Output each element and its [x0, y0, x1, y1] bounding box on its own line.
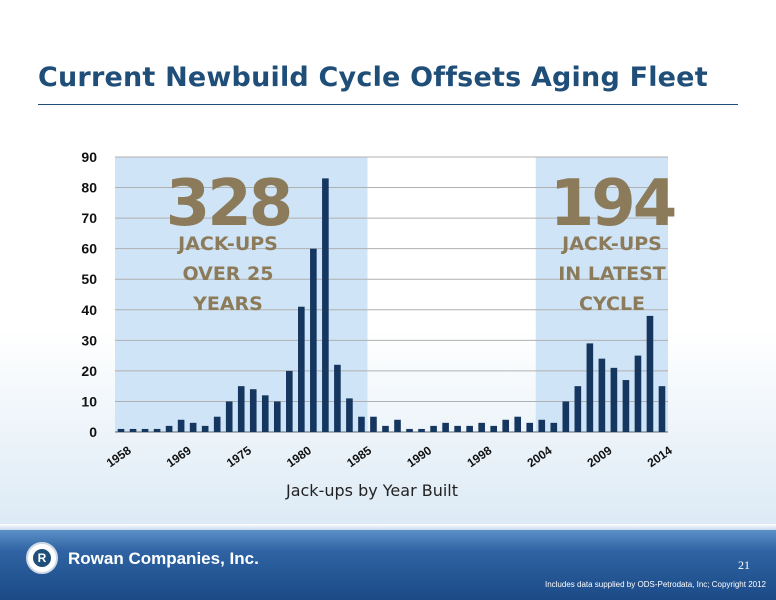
bar-1981 [394, 419, 401, 432]
y-tick-label: 20 [81, 363, 97, 379]
company-name: Rowan Companies, Inc. [68, 549, 259, 568]
bar-1996 [574, 386, 582, 432]
callout-text-line: YEARS [192, 293, 263, 315]
bar-2002 [646, 315, 654, 432]
y-tick-label: 0 [89, 424, 97, 440]
bar-1982 [406, 428, 413, 432]
callout-number: 328 [166, 167, 291, 241]
callout-text-line: OVER 25 [182, 263, 273, 285]
bar-1990 [502, 419, 510, 432]
callout-text-line: JACK-UPS [176, 233, 278, 255]
bar-1971 [273, 401, 281, 432]
bar-1967 [225, 401, 233, 432]
page-number: 21 [738, 558, 750, 572]
x-tick-label: 1975 [224, 443, 254, 470]
y-tick-label: 50 [81, 271, 97, 287]
x-tick-label: 1998 [464, 443, 494, 470]
bar-1970 [261, 395, 269, 432]
bar-1998 [598, 358, 606, 432]
bar-1995 [562, 401, 570, 432]
footer-divider [0, 524, 776, 530]
bar-1979 [370, 416, 377, 432]
bar-1976 [334, 364, 341, 432]
bar-1958 [117, 428, 125, 432]
x-tick-label: 1958 [104, 443, 134, 470]
y-tick-label: 70 [81, 210, 97, 226]
bar-1977 [346, 398, 353, 432]
x-tick-label: 2004 [525, 443, 555, 470]
x-tick-label: 2014 [645, 443, 675, 470]
bar-1987 [466, 425, 473, 432]
x-tick-label: 1990 [404, 443, 434, 470]
y-tick-label: 40 [81, 302, 97, 318]
bar-1991 [514, 416, 522, 432]
bar-1992 [526, 422, 534, 432]
bar-1969 [249, 389, 257, 432]
y-tick-label: 80 [81, 180, 97, 196]
x-tick-label: 1969 [164, 443, 194, 470]
y-tick-label: 90 [81, 149, 97, 165]
callout-text-line: CYCLE [579, 293, 645, 315]
bar-1965 [201, 425, 209, 432]
bar-1986 [454, 425, 461, 432]
bar-1988 [478, 422, 485, 432]
bar-1968 [237, 386, 245, 432]
bar-1973 [298, 306, 305, 432]
jackup-bar-chart: 0 10 20 30 40 50 60 70 80 90 1958 1969 1975 1980 1985 1… [81, 149, 677, 500]
bar-2001 [634, 355, 642, 432]
company-logo-icon: R [26, 542, 58, 574]
title-divider [38, 104, 738, 105]
y-tick-label: 30 [81, 332, 97, 348]
bar-1962 [165, 425, 173, 432]
bar-1960 [141, 428, 149, 432]
x-axis-title: Jack-ups by Year Built [285, 481, 458, 500]
bar-1974 [310, 248, 317, 432]
bar-1983 [418, 428, 425, 432]
bar-1964 [189, 422, 197, 432]
slide-title: Current Newbuild Cycle Offsets Aging Fle… [38, 62, 708, 93]
y-tick-label: 60 [81, 241, 97, 257]
y-tick-label: 10 [81, 393, 97, 409]
bar-1966 [213, 416, 221, 432]
bar-1985 [442, 422, 449, 432]
x-tick-label: 2009 [585, 443, 615, 470]
callout-text-line: JACK-UPS [560, 233, 662, 255]
bar-1963 [177, 419, 185, 432]
bar-1993 [538, 419, 546, 432]
bar-1972 [286, 370, 293, 432]
bar-1975 [322, 178, 329, 432]
bar-2000 [622, 380, 630, 432]
data-credit: Includes data supplied by ODS-Petrodata,… [544, 580, 766, 589]
bar-1980 [382, 425, 389, 432]
bar-1989 [490, 425, 497, 432]
bar-1994 [550, 422, 558, 432]
bar-2003 [658, 386, 666, 432]
footer-bar [0, 530, 776, 600]
callout-number: 194 [550, 167, 675, 241]
bar-1984 [430, 425, 437, 432]
bar-1999 [610, 367, 618, 432]
bar-1959 [129, 428, 137, 432]
bar-1997 [586, 343, 594, 432]
x-tick-label: 1980 [284, 443, 314, 470]
bar-1978 [358, 416, 365, 432]
bar-1961 [153, 428, 161, 432]
callout-text-line: IN LATEST [558, 263, 666, 285]
x-tick-label: 1985 [344, 443, 374, 470]
